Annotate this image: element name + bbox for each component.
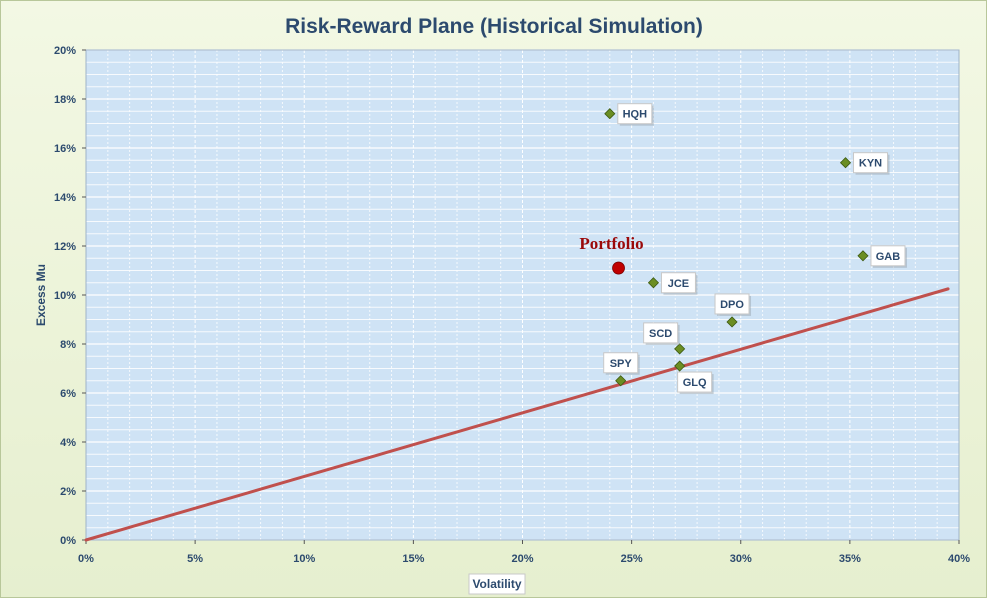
- diamond-marker: [604, 108, 616, 120]
- y-tick-label: 10%: [54, 290, 76, 302]
- label-box: [870, 245, 906, 267]
- point-label: GLQ: [683, 377, 707, 389]
- y-tick-label: 0%: [60, 535, 76, 547]
- point-label: KYN: [859, 158, 882, 170]
- data-point-kyn: KYN: [839, 152, 890, 175]
- x-tick-label: 30%: [730, 553, 752, 565]
- diamond-marker: [615, 375, 627, 387]
- x-tick-label: 25%: [621, 553, 643, 565]
- x-tick-label: 10%: [293, 553, 315, 565]
- y-tick-label: 16%: [54, 143, 76, 155]
- diamond-marker: [839, 157, 852, 169]
- y-tick-label: 6%: [60, 388, 76, 400]
- reference-line: [84, 287, 950, 542]
- label-box: [714, 293, 750, 315]
- label-box: [617, 103, 653, 125]
- x-tick-label: 5%: [187, 553, 203, 565]
- x-axis-label-box: Volatility: [468, 573, 526, 595]
- point-label: GAB: [876, 251, 901, 263]
- label-box: [853, 152, 889, 174]
- label-box: [660, 272, 696, 294]
- y-tick-label: 14%: [54, 192, 76, 204]
- portfolio-marker: [612, 261, 625, 275]
- portfolio-marker-group: Portfolio: [579, 234, 644, 275]
- x-tick-label: 40%: [948, 553, 970, 565]
- x-tick-label: 20%: [511, 553, 533, 565]
- point-label: SCD: [649, 328, 672, 340]
- y-tick-label: 18%: [54, 94, 76, 106]
- diamond-marker: [857, 250, 869, 262]
- y-tick-label: 4%: [60, 437, 76, 449]
- label-box: [677, 371, 713, 393]
- data-point-spy: SPY: [603, 352, 640, 387]
- data-point-dpo: DPO: [714, 293, 752, 328]
- diamond-marker: [674, 360, 686, 372]
- x-tick-label: 0%: [78, 553, 94, 565]
- y-axis-label: Excess Mu: [34, 264, 48, 326]
- x-tick-label: 15%: [402, 553, 424, 565]
- y-tick-label: 2%: [60, 486, 76, 498]
- y-tick-label: 8%: [60, 339, 76, 351]
- grid-lines: [85, 49, 960, 541]
- chart-title: Risk-Reward Plane (Historical Simulation…: [285, 15, 703, 38]
- y-tick-label: 20%: [54, 45, 76, 57]
- label-box: [643, 322, 679, 344]
- data-point-gab: GAB: [857, 245, 907, 268]
- x-tick-label: 35%: [839, 553, 861, 565]
- point-label: HQH: [623, 109, 648, 121]
- portfolio-label: Portfolio: [579, 234, 643, 253]
- diamond-marker: [647, 277, 660, 289]
- data-point-scd: SCD: [643, 322, 686, 355]
- point-label: SPY: [610, 358, 633, 370]
- point-label: DPO: [720, 299, 744, 311]
- data-point-jce: JCE: [647, 272, 698, 295]
- x-axis-ticks: 0% 5% 10% 15% 20% 25% 30% 35% 40%: [78, 540, 970, 565]
- capital-market-line: [84, 287, 950, 542]
- data-points: HQH KYN GAB JCE DPO SCD GLQ SPY: [603, 103, 907, 395]
- data-point-hqh: HQH: [604, 103, 654, 126]
- diamond-marker: [674, 343, 686, 355]
- diamond-marker: [726, 316, 738, 328]
- y-axis-ticks: 0% 2% 4% 6% 8% 10% 12% 14% 16% 18% 20%: [54, 45, 86, 547]
- data-point-glq: GLQ: [674, 360, 714, 395]
- label-box: [603, 352, 639, 374]
- point-label: JCE: [668, 278, 689, 290]
- y-tick-label: 12%: [54, 241, 76, 253]
- x-axis-label: Volatility: [472, 577, 521, 591]
